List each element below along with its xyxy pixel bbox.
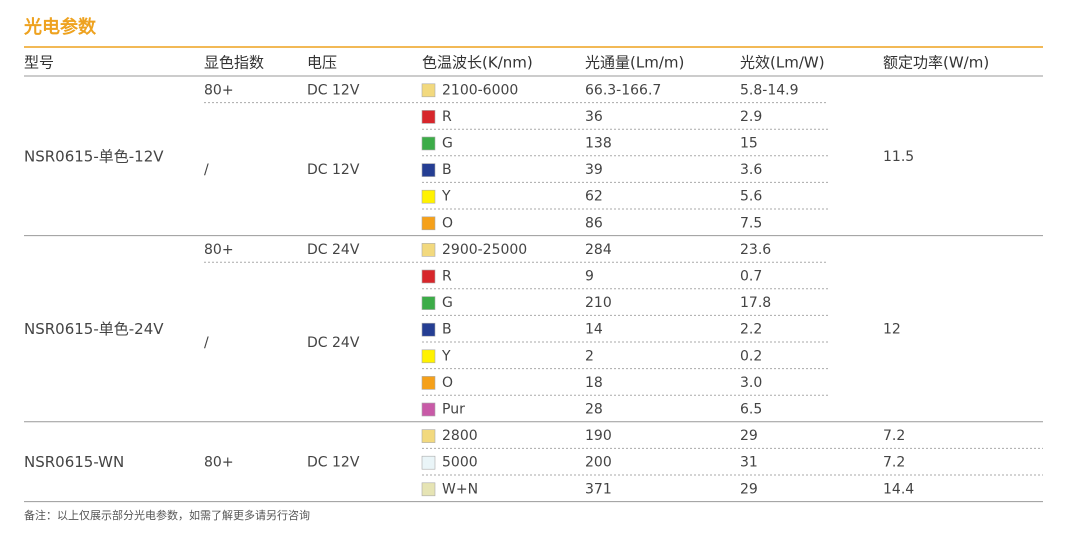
cri: 80+	[204, 82, 234, 98]
cct: R	[442, 269, 452, 285]
efficacy: 29	[740, 428, 758, 444]
header-cell: 显色指数	[204, 54, 264, 72]
title: 光电参数	[23, 16, 97, 38]
cri: /	[204, 335, 209, 351]
cri: 80+	[204, 242, 234, 258]
cct: R	[442, 109, 452, 125]
power: 7.2	[883, 428, 905, 444]
voltage: DC 24V	[307, 242, 360, 258]
flux: 66.3-166.7	[585, 82, 661, 98]
color-swatch	[421, 110, 436, 124]
flux: 371	[585, 481, 612, 497]
color-swatch	[421, 216, 436, 231]
power: 12	[883, 322, 901, 338]
color-swatch	[421, 269, 436, 284]
flux: 86	[585, 215, 603, 231]
header-cell: 光效(Lm/W)	[740, 54, 825, 72]
cct: Y	[441, 348, 451, 364]
voltage: DC 12V	[307, 455, 360, 471]
color-swatch	[421, 322, 436, 337]
header-cell: 色温波长(K/nm)	[422, 54, 533, 72]
color-swatch	[421, 402, 436, 417]
flux: 14	[585, 322, 603, 338]
color-swatch	[421, 482, 436, 497]
flux: 18	[585, 375, 603, 391]
header-cell: 额定功率(W/m)	[883, 54, 989, 72]
color-swatch	[421, 349, 436, 364]
cct: B	[442, 162, 452, 178]
header-cell: 电压	[307, 54, 337, 72]
cri: /	[204, 162, 209, 178]
efficacy: 5.8-14.9	[740, 82, 799, 98]
voltage: DC 12V	[307, 82, 360, 98]
color-swatch	[421, 376, 436, 390]
footnote: 备注：以上仅展示部分光电参数，如需了解更多请另行咨询	[24, 508, 310, 522]
efficacy: 2.2	[740, 322, 762, 338]
power: 14.4	[883, 481, 914, 497]
color-swatch	[421, 136, 436, 151]
efficacy: 2.9	[740, 109, 762, 125]
voltage: DC 24V	[307, 335, 360, 351]
flux: 62	[585, 189, 603, 205]
flux: 138	[585, 136, 612, 152]
color-swatch	[421, 429, 436, 443]
efficacy: 23.6	[740, 242, 771, 258]
power: 11.5	[883, 149, 914, 165]
power: 7.2	[883, 455, 905, 471]
efficacy: 17.8	[740, 295, 771, 311]
flux: 2	[585, 348, 594, 364]
efficacy: 29	[740, 481, 758, 497]
cct: W+N	[442, 481, 478, 497]
efficacy: 5.6	[740, 189, 762, 205]
model: NSR0615-单色-12V	[24, 147, 164, 165]
cct: O	[442, 215, 453, 231]
cct: Pur	[442, 402, 465, 418]
cct: 2900-25000	[442, 242, 527, 258]
flux: 9	[585, 269, 594, 285]
cct: 5000	[442, 455, 478, 471]
color-swatch	[421, 455, 436, 470]
efficacy: 3.0	[740, 375, 762, 391]
color-swatch	[421, 163, 436, 177]
efficacy: 15	[740, 136, 758, 152]
cct: B	[442, 322, 452, 338]
flux: 28	[585, 402, 603, 418]
cct: Y	[441, 189, 451, 205]
flux: 200	[585, 455, 612, 471]
efficacy: 31	[740, 455, 758, 471]
cct: 2800	[442, 428, 478, 444]
efficacy: 0.2	[740, 348, 762, 364]
flux: 39	[585, 162, 603, 178]
cct: 2100-6000	[442, 82, 518, 98]
color-swatch	[421, 243, 436, 257]
efficacy: 3.6	[740, 162, 762, 178]
efficacy: 6.5	[740, 402, 762, 418]
flux: 284	[585, 242, 612, 258]
model: NSR0615-单色-24V	[24, 320, 164, 338]
header-cell: 光通量(Lm/m)	[585, 54, 684, 72]
color-swatch	[421, 189, 436, 204]
header-cell: 型号	[24, 54, 54, 72]
cct: O	[442, 375, 453, 391]
flux: 36	[585, 109, 603, 125]
flux: 190	[585, 428, 612, 444]
efficacy: 7.5	[740, 215, 762, 231]
cri: 80+	[204, 455, 234, 471]
flux: 210	[585, 295, 612, 311]
voltage: DC 12V	[307, 162, 360, 178]
efficacy: 0.7	[740, 269, 762, 285]
model: NSR0615-WN	[24, 453, 124, 471]
cct: G	[442, 295, 453, 311]
cct: G	[442, 136, 453, 152]
color-swatch	[421, 296, 436, 310]
color-swatch	[421, 83, 436, 98]
